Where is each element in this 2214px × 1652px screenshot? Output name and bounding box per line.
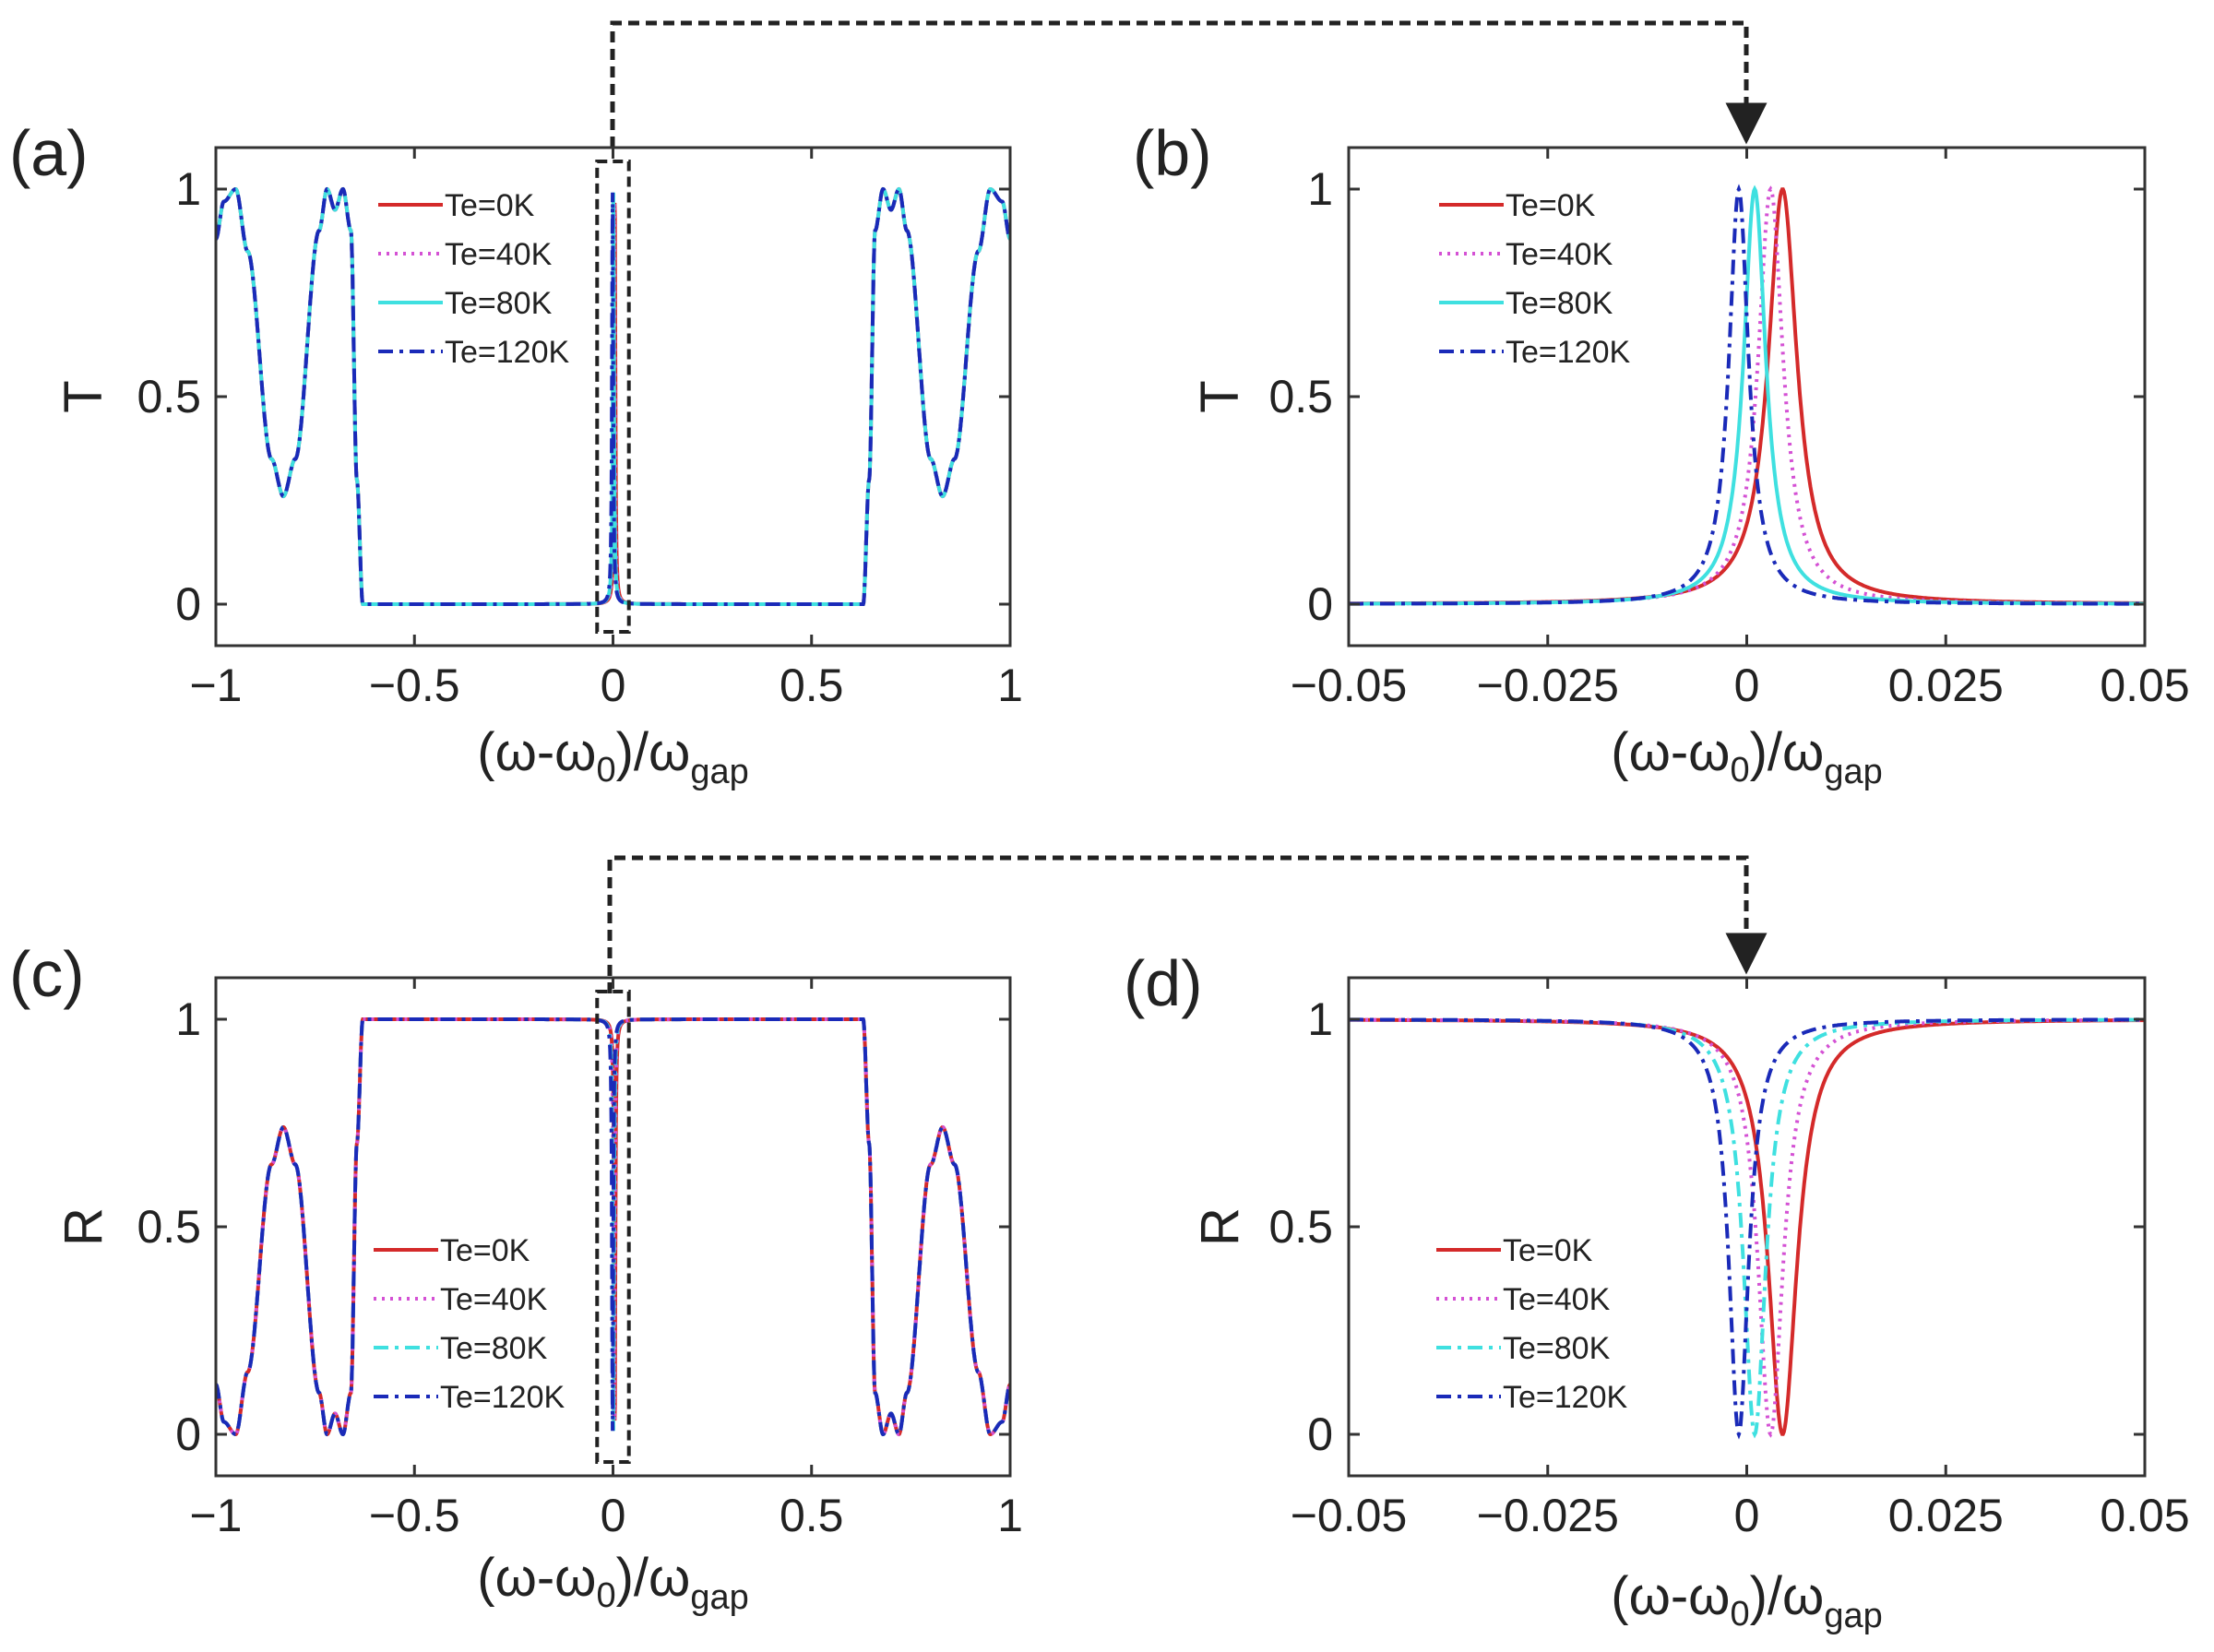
y-tick-label: 0.5	[1268, 371, 1333, 422]
panel-label: (d)	[1124, 947, 1203, 1019]
legend-label: Te=40K	[1506, 237, 1613, 272]
x-tick-label: −0.05	[1291, 660, 1408, 711]
series-line-te-120k	[216, 186, 1010, 606]
y-tick-label: 1	[175, 993, 201, 1045]
x-tick-label: 1	[997, 660, 1023, 711]
x-tick-label: 0.05	[2100, 1490, 2189, 1541]
legend: Te=0K Te=40K Te=80K Te=120K	[1436, 1233, 1627, 1415]
y-tick-label: 0.5	[137, 1201, 201, 1253]
legend-label: Te=80K	[445, 286, 553, 321]
panel-c: −1 −0.5 0 0.5 1 0 0.5 1 R (ω-ω0)/ωgap (c) Te=0K Te=4…	[9, 938, 1023, 1617]
y-tick-label: 1	[1307, 163, 1333, 215]
series-line-te-80k	[1349, 184, 2145, 606]
series-line-te-120k	[1349, 1017, 2145, 1440]
series-group	[216, 1017, 1010, 1437]
x-axis-label: (ω-ω0)/ωgap	[1611, 722, 1882, 791]
legend-label: Te=120K	[1506, 335, 1630, 370]
y-tick-label: 1	[1307, 993, 1333, 1045]
legend-label: Te=40K	[445, 237, 553, 272]
y-axis-label: T	[54, 380, 113, 412]
x-tick-label: −1	[189, 660, 242, 711]
legend-label: Te=120K	[440, 1380, 565, 1415]
y-axis-label: R	[54, 1207, 113, 1246]
panel-label: (b)	[1133, 117, 1212, 189]
x-tick-label: 0.025	[1888, 1490, 2004, 1541]
x-axis-label: (ω-ω0)/ωgap	[477, 1548, 748, 1617]
series-line-te-0k	[1349, 1017, 2145, 1436]
series-line-te-80k	[1349, 1017, 2145, 1439]
series-line-te-120k	[1349, 184, 2145, 606]
x-tick-label: −0.5	[369, 660, 460, 711]
panel-label: (a)	[9, 117, 89, 189]
x-tick-label: 0.05	[2100, 660, 2189, 711]
x-tick-label: 1	[997, 1490, 1023, 1541]
series-line-te-0k	[1349, 187, 2145, 606]
legend-label: Te=120K	[445, 335, 569, 370]
x-tick-label: 0	[601, 1490, 626, 1541]
y-tick-label: 0	[175, 578, 201, 630]
x-tick-label: −0.025	[1477, 1490, 1619, 1541]
legend-label: Te=0K	[1503, 1233, 1593, 1268]
zoom-highlight-box	[595, 160, 631, 634]
legend-label: Te=80K	[1503, 1331, 1611, 1366]
panel-label: (c)	[9, 938, 85, 1010]
panel-d: −0.05 −0.025 0 0.025 0.05 0 0.5 1 R (ω-ω0)/ωgap (d…	[1124, 947, 2190, 1635]
x-tick-label: 0.5	[780, 660, 844, 711]
zoom-arrow-top	[610, 20, 1768, 148]
legend-label: Te=0K	[1506, 188, 1596, 223]
series-line-te-40k	[1349, 185, 2145, 606]
x-tick-label: −1	[189, 1490, 242, 1541]
legend: Te=0K Te=40K Te=80K Te=120K	[1439, 188, 1630, 370]
legend: Te=0K Te=40K Te=80K Te=120K	[374, 1233, 565, 1415]
legend: Te=0K Te=40K Te=80K Te=120K	[378, 188, 569, 370]
series-group	[216, 186, 1010, 606]
x-tick-label: 0.5	[780, 1490, 844, 1541]
x-tick-label: 0.025	[1888, 660, 2004, 711]
series-line-te-40k	[1349, 1017, 2145, 1438]
x-tick-label: 0	[1734, 1490, 1760, 1541]
series-group	[1349, 1017, 2145, 1440]
legend-label: Te=80K	[1506, 286, 1613, 321]
legend-label: Te=40K	[1503, 1282, 1611, 1317]
y-tick-label: 1	[175, 163, 201, 215]
y-tick-label: 0	[1307, 1408, 1333, 1460]
y-tick-label: 0.5	[137, 371, 201, 422]
legend-label: Te=80K	[440, 1331, 548, 1366]
y-tick-label: 0.5	[1268, 1201, 1333, 1253]
legend-label: Te=120K	[1503, 1380, 1627, 1415]
legend-label: Te=0K	[440, 1233, 530, 1268]
panel-b: −0.05 −0.025 0 0.025 0.05 0 0.5 1 T (ω-ω0)/ωgap (b…	[1133, 117, 2190, 791]
y-axis-label: T	[1190, 380, 1250, 412]
x-axis-label: (ω-ω0)/ωgap	[477, 722, 748, 791]
x-tick-label: −0.5	[369, 1490, 460, 1541]
zoom-arrow-bottom	[607, 855, 1768, 993]
y-axis-label: R	[1190, 1207, 1250, 1246]
x-axis-label: (ω-ω0)/ωgap	[1611, 1566, 1882, 1635]
y-tick-label: 0	[175, 1408, 201, 1460]
series-group	[1349, 184, 2145, 606]
y-tick-label: 0	[1307, 578, 1333, 630]
zoom-highlight-box	[595, 990, 631, 1464]
x-tick-label: −0.05	[1291, 1490, 1408, 1541]
axes-frame	[1347, 146, 2147, 648]
series-line-te-120k	[216, 1017, 1010, 1437]
x-tick-label: 0	[1734, 660, 1760, 711]
axes-frame	[1347, 976, 2147, 1478]
legend-label: Te=0K	[445, 188, 535, 223]
x-tick-label: −0.025	[1477, 660, 1619, 711]
panel-a: −1 −0.5 0 0.5 1 0 0.5 1 T (ω-ω0)/ωgap (a) Te=0K Te=4…	[9, 117, 1023, 791]
legend-label: Te=40K	[440, 1282, 548, 1317]
x-tick-label: 0	[601, 660, 626, 711]
